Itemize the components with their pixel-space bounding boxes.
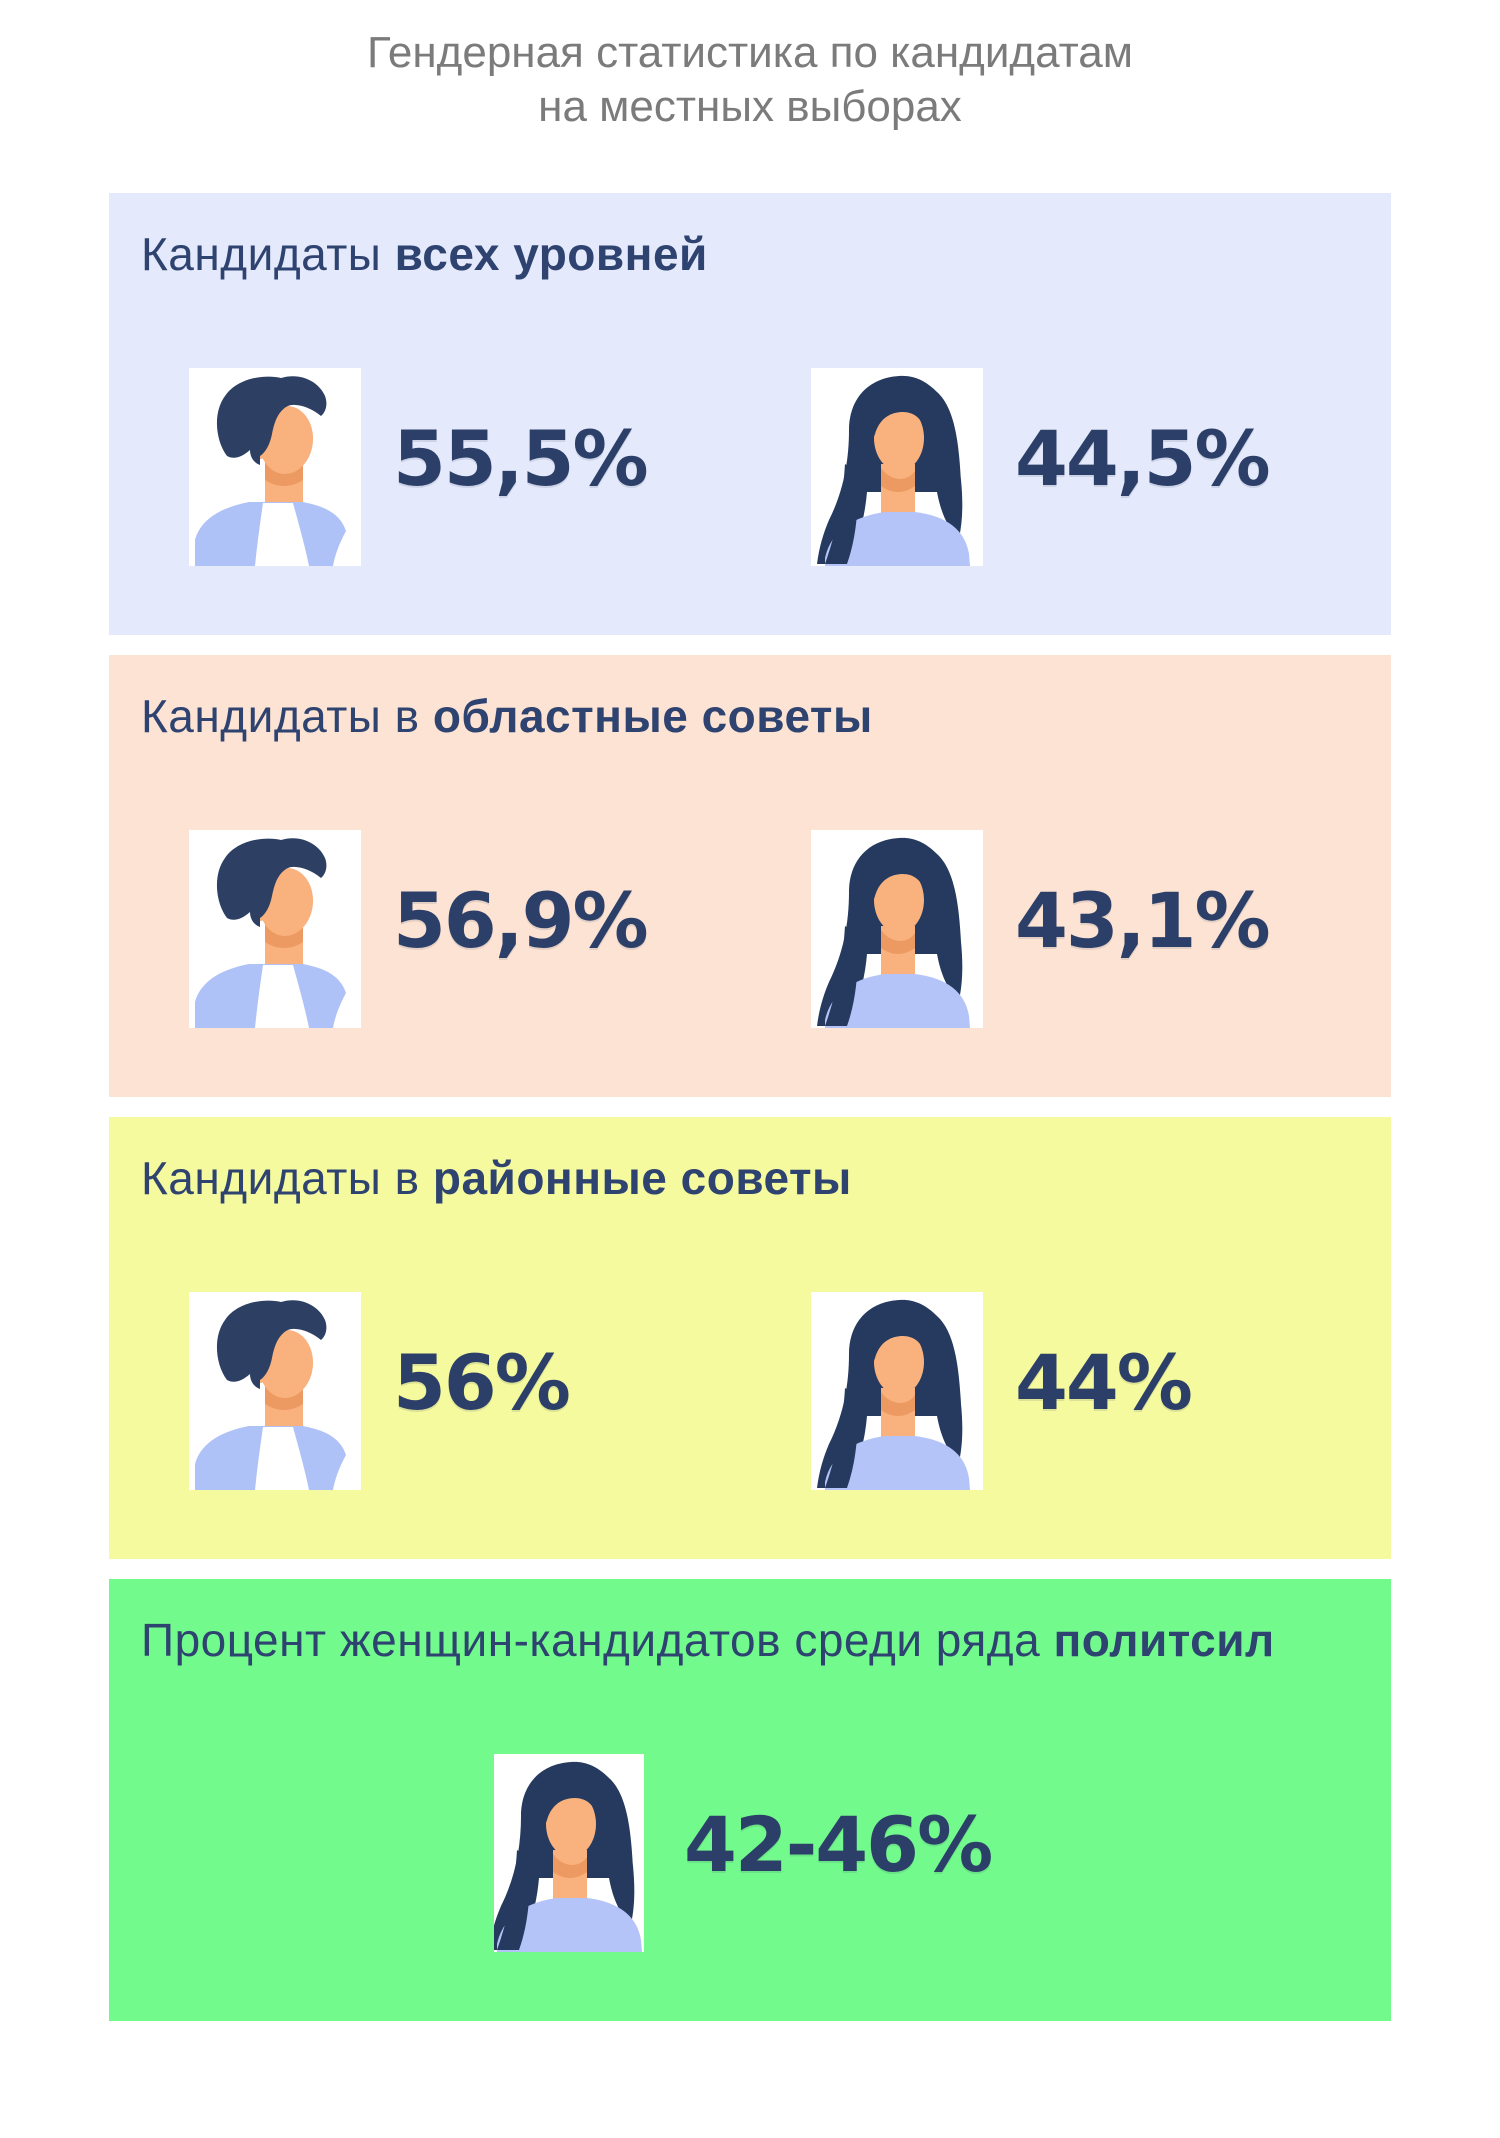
male-avatar-icon	[189, 1291, 361, 1490]
heading-normal-text: Кандидаты в	[141, 1152, 433, 1205]
male-percentage: 56%	[393, 1338, 571, 1428]
page-title-line2: на местных выборах	[538, 81, 962, 131]
male-percentage: 55,5%	[393, 414, 649, 504]
female-stat: 43,1%	[811, 829, 1271, 1028]
female-avatar-icon	[811, 1291, 983, 1490]
male-avatar-icon	[189, 829, 361, 1028]
male-percentage: 56,9%	[393, 876, 649, 966]
stats-row: 56% 44%	[141, 1291, 1391, 1490]
section-oblast-heading: Кандидаты в областные советы	[141, 691, 1391, 742]
heading-normal-text: Кандидаты в	[141, 690, 433, 743]
male-stat: 56,9%	[189, 829, 649, 1028]
stats-row: 42-46%	[141, 1753, 1391, 1952]
section-women-politforces: Процент женщин-кандидатов среди ряда пол…	[109, 1579, 1391, 2022]
female-avatar-icon	[811, 829, 983, 1028]
heading-normal-text: Процент женщин-кандидатов среди ряда	[141, 1614, 1054, 1667]
female-avatar-icon	[811, 367, 983, 566]
section-raion-councils: Кандидаты в районные советы 56% 44%	[109, 1117, 1391, 1560]
section-all-levels: Кандидаты всех уровней 55,5% 44,5%	[109, 193, 1391, 636]
male-avatar-icon	[189, 367, 361, 566]
heading-bold-text: политсил	[1053, 1614, 1275, 1667]
page-title-line1: Гендерная статистика по кандидатам	[367, 28, 1133, 77]
section-all-levels-heading: Кандидаты всех уровней	[141, 229, 1391, 280]
section-oblast-councils: Кандидаты в областные советы 56,9% 43,1%	[109, 655, 1391, 1098]
female-stat: 44,5%	[811, 367, 1271, 566]
section-politforces-heading: Процент женщин-кандидатов среди ряда пол…	[141, 1615, 1391, 1666]
stats-row: 56,9% 43,1%	[141, 829, 1391, 1028]
male-stat: 56%	[189, 1291, 571, 1490]
heading-bold-text: районные советы	[432, 1152, 852, 1205]
male-stat: 55,5%	[189, 367, 649, 566]
female-percentage: 44%	[1015, 1338, 1193, 1428]
heading-bold-text: всех уровней	[394, 228, 708, 281]
page-title: Гендерная статистика по кандидатам на мес…	[0, 0, 1500, 133]
female-stat: 44%	[811, 1291, 1193, 1490]
female-stat: 42-46%	[494, 1753, 993, 1952]
female-percentage-range: 42-46%	[684, 1800, 993, 1890]
female-percentage: 44,5%	[1015, 414, 1271, 504]
section-raion-heading: Кандидаты в районные советы	[141, 1153, 1391, 1204]
heading-bold-text: областные советы	[432, 690, 873, 743]
stats-row: 55,5% 44,5%	[141, 367, 1391, 566]
female-percentage: 43,1%	[1015, 876, 1271, 966]
heading-normal-text: Кандидаты	[141, 228, 395, 281]
female-avatar-icon	[494, 1753, 644, 1952]
